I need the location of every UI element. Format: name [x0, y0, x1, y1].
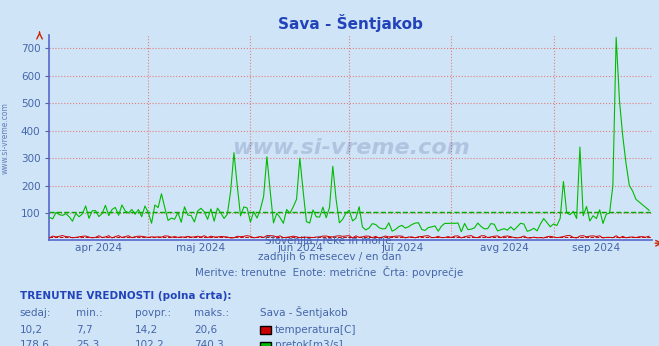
Text: pretok[m3/s]: pretok[m3/s]: [275, 340, 343, 346]
Text: 20,6: 20,6: [194, 325, 217, 335]
Title: Sava - Šentjakob: Sava - Šentjakob: [279, 14, 423, 32]
Text: 14,2: 14,2: [135, 325, 158, 335]
Text: www.si-vreme.com: www.si-vreme.com: [1, 102, 10, 174]
Text: 7,7: 7,7: [76, 325, 92, 335]
Text: min.:: min.:: [76, 308, 103, 318]
Text: maks.:: maks.:: [194, 308, 229, 318]
Text: 10,2: 10,2: [20, 325, 43, 335]
Text: 25,3: 25,3: [76, 340, 99, 346]
Text: 740,3: 740,3: [194, 340, 224, 346]
Text: www.si-vreme.com: www.si-vreme.com: [232, 138, 470, 158]
Text: temperatura[C]: temperatura[C]: [275, 325, 357, 335]
Text: Meritve: trenutne  Enote: metrične  Črta: povprečje: Meritve: trenutne Enote: metrične Črta: …: [195, 266, 464, 279]
Text: sedaj:: sedaj:: [20, 308, 51, 318]
Text: povpr.:: povpr.:: [135, 308, 171, 318]
Text: 178,6: 178,6: [20, 340, 49, 346]
Text: 102,2: 102,2: [135, 340, 165, 346]
Text: Slovenija / reke in morje.: Slovenija / reke in morje.: [264, 236, 395, 246]
Text: Sava - Šentjakob: Sava - Šentjakob: [260, 306, 348, 318]
Text: TRENUTNE VREDNOSTI (polna črta):: TRENUTNE VREDNOSTI (polna črta):: [20, 291, 231, 301]
Text: zadnjih 6 mesecev / en dan: zadnjih 6 mesecev / en dan: [258, 252, 401, 262]
